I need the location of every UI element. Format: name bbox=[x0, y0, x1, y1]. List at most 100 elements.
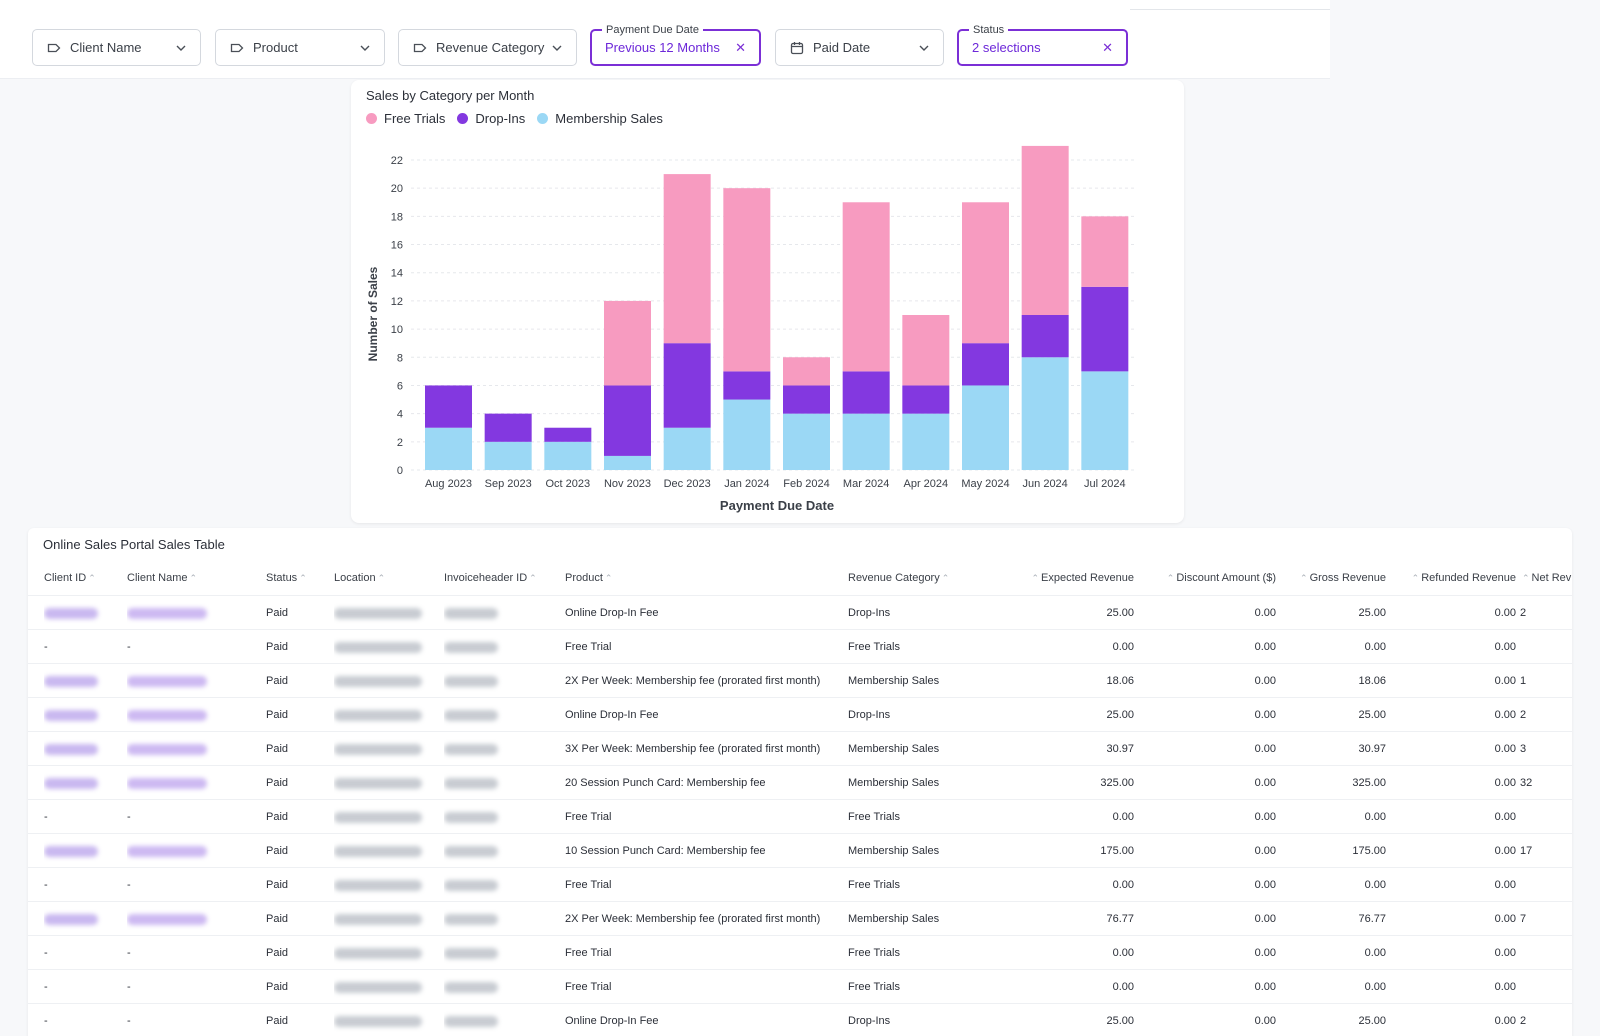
cell-gross: 18.06 bbox=[1358, 675, 1386, 687]
bar-membership-sales-jun-2024[interactable] bbox=[1021, 357, 1069, 470]
x-tick-label: Nov 2023 bbox=[604, 478, 651, 490]
bar-free-trials-mar-2024[interactable] bbox=[842, 202, 890, 372]
bar-membership-sales-apr-2024[interactable] bbox=[902, 413, 950, 470]
bar-membership-sales-mar-2024[interactable] bbox=[842, 413, 890, 470]
table-row[interactable]: - - Paid Online Drop-In Fee Drop-Ins 25.00 0.0… bbox=[28, 1003, 1572, 1036]
table-row[interactable]: - - Paid Free Trial Free Trials 0.00 0.00 0.00 0… bbox=[28, 867, 1572, 901]
table-row[interactable]: - - Paid Free Trial Free Trials 0.00 0.00 0.00 0… bbox=[28, 969, 1572, 1003]
bar-drop-ins-feb-2024[interactable] bbox=[783, 385, 830, 414]
sort-arrow-icon[interactable]: ⌃ bbox=[1411, 573, 1420, 583]
table-row[interactable]: Paid 2X Per Week: Membership fee (prorate… bbox=[28, 901, 1572, 935]
bar-free-trials-dec-2023[interactable] bbox=[663, 174, 711, 344]
column-header-client_name[interactable]: Client Name ⌃ bbox=[127, 561, 257, 595]
table-row[interactable]: - - Paid Free Trial Free Trials 0.00 0.00 0.00 0… bbox=[28, 799, 1572, 833]
cell-refunded: 0.00 bbox=[1494, 641, 1516, 653]
bar-free-trials-nov-2023[interactable] bbox=[604, 300, 651, 386]
cell-invoice bbox=[444, 936, 544, 970]
table-row[interactable]: Paid Online Drop-In Fee Drop-Ins 25.00 0.00 2… bbox=[28, 697, 1572, 731]
column-header-refunded[interactable]: ⌃ Refunded Revenue bbox=[1388, 561, 1516, 595]
bar-free-trials-apr-2024[interactable] bbox=[902, 315, 950, 386]
table-row[interactable]: Paid 2X Per Week: Membership fee (prorate… bbox=[28, 663, 1572, 697]
bar-free-trials-feb-2024[interactable] bbox=[783, 357, 830, 386]
column-header-discount[interactable]: ⌃ Discount Amount ($) bbox=[1138, 561, 1276, 595]
column-header-product[interactable]: Product ⌃ bbox=[565, 561, 845, 595]
bar-membership-sales-jan-2024[interactable] bbox=[723, 399, 771, 470]
bar-drop-ins-may-2024[interactable] bbox=[962, 343, 1009, 386]
bar-free-trials-jun-2024[interactable] bbox=[1021, 145, 1069, 315]
bar-drop-ins-sep-2023[interactable] bbox=[484, 413, 532, 442]
payment-due-date-filter[interactable]: Payment Due Date Previous 12 Months ✕ bbox=[590, 22, 761, 66]
legend-item-free-trials[interactable]: Free Trials bbox=[366, 111, 445, 126]
column-header-expected[interactable]: ⌃ Expected Revenue bbox=[968, 561, 1135, 595]
bar-membership-sales-feb-2024[interactable] bbox=[783, 413, 830, 470]
bar-drop-ins-mar-2024[interactable] bbox=[842, 371, 890, 414]
column-header-net[interactable]: ⌃ Net Rev bbox=[1520, 561, 1572, 595]
sort-arrow-icon[interactable]: ⌃ bbox=[1300, 573, 1308, 583]
bar-drop-ins-jun-2024[interactable] bbox=[1021, 315, 1069, 358]
sort-arrow-icon[interactable]: ⌃ bbox=[189, 573, 198, 583]
table-row[interactable]: Paid 10 Session Punch Card: Membership fe… bbox=[28, 833, 1572, 867]
legend-item-membership-sales[interactable]: Membership Sales bbox=[537, 111, 663, 126]
sort-arrow-icon[interactable]: ⌃ bbox=[1031, 573, 1040, 583]
sort-arrow-icon[interactable]: ⌃ bbox=[604, 573, 613, 583]
redacted-client-id bbox=[44, 845, 98, 857]
cell-net bbox=[1520, 936, 1572, 970]
cell-discount: 0.00 bbox=[1254, 641, 1276, 653]
column-header-status[interactable]: Status ⌃ bbox=[266, 561, 326, 595]
bar-drop-ins-aug-2023[interactable] bbox=[425, 385, 472, 428]
bar-membership-sales-oct-2023[interactable] bbox=[544, 441, 592, 470]
bar-drop-ins-dec-2023[interactable] bbox=[663, 343, 711, 428]
bar-drop-ins-jan-2024[interactable] bbox=[723, 371, 771, 400]
bar-free-trials-may-2024[interactable] bbox=[962, 202, 1009, 344]
sort-arrow-icon[interactable]: ⌃ bbox=[1166, 573, 1175, 583]
bar-drop-ins-oct-2023[interactable] bbox=[544, 427, 592, 442]
cell-client_id: - bbox=[44, 641, 48, 653]
bar-membership-sales-sep-2023[interactable] bbox=[484, 441, 532, 470]
bar-membership-sales-aug-2023[interactable] bbox=[425, 427, 472, 470]
sort-arrow-icon[interactable]: ⌃ bbox=[941, 573, 950, 583]
product-filter[interactable]: Product bbox=[215, 29, 385, 66]
bar-membership-sales-may-2024[interactable] bbox=[962, 385, 1009, 470]
bar-membership-sales-jul-2024[interactable] bbox=[1081, 371, 1129, 470]
redacted-invoice-id bbox=[444, 1015, 498, 1027]
redacted-invoice-id bbox=[444, 641, 498, 653]
cell-client_id bbox=[44, 664, 124, 698]
bar-membership-sales-nov-2023[interactable] bbox=[604, 455, 651, 470]
column-header-invoice[interactable]: Invoiceheader ID ⌃ bbox=[444, 561, 544, 595]
cell-expected: 325.00 bbox=[1100, 777, 1134, 789]
cell-discount: 0.00 bbox=[1254, 811, 1276, 823]
sort-arrow-icon[interactable]: ⌃ bbox=[529, 573, 537, 583]
paid-date-filter[interactable]: Paid Date bbox=[775, 29, 944, 66]
cell-client_name: - bbox=[127, 879, 131, 891]
bar-drop-ins-jul-2024[interactable] bbox=[1081, 286, 1129, 372]
table-row[interactable]: Paid 20 Session Punch Card: Membership fe… bbox=[28, 765, 1572, 799]
status-filter[interactable]: Status 2 selections ✕ bbox=[957, 22, 1128, 66]
cell-expected: 30.97 bbox=[1106, 743, 1134, 755]
table-row[interactable]: Paid 3X Per Week: Membership fee (prorate… bbox=[28, 731, 1572, 765]
clear-filter-icon[interactable]: ✕ bbox=[735, 39, 746, 55]
sort-arrow-icon[interactable]: ⌃ bbox=[88, 573, 96, 583]
legend-item-drop-ins[interactable]: Drop-Ins bbox=[457, 111, 525, 126]
column-header-category[interactable]: Revenue Category ⌃ bbox=[848, 561, 968, 595]
sort-arrow-icon[interactable]: ⌃ bbox=[299, 573, 307, 583]
cell-expected: 25.00 bbox=[1106, 709, 1134, 721]
column-header-client_id[interactable]: Client ID ⌃ bbox=[44, 561, 124, 595]
cell-discount: 0.00 bbox=[1254, 879, 1276, 891]
bar-drop-ins-apr-2024[interactable] bbox=[902, 385, 950, 414]
clear-filter-icon[interactable]: ✕ bbox=[1102, 39, 1113, 55]
column-header-gross[interactable]: ⌃ Gross Revenue bbox=[1278, 561, 1386, 595]
bar-free-trials-jan-2024[interactable] bbox=[723, 188, 771, 372]
sort-arrow-icon[interactable]: ⌃ bbox=[377, 573, 386, 583]
table-row[interactable]: - - Paid Free Trial Free Trials 0.00 0.00 0.00 0… bbox=[28, 935, 1572, 969]
filter-label: Revenue Category bbox=[436, 40, 545, 55]
table-row[interactable]: - - Paid Free Trial Free Trials 0.00 0.00 0.00 0… bbox=[28, 629, 1572, 663]
sort-arrow-icon[interactable]: ⌃ bbox=[1522, 573, 1530, 583]
table-row[interactable]: Paid Online Drop-In Fee Drop-Ins 25.00 0.00 2… bbox=[28, 595, 1572, 629]
client-name-filter[interactable]: Client Name bbox=[32, 29, 201, 66]
column-header-location[interactable]: Location ⌃ bbox=[334, 561, 434, 595]
bar-membership-sales-dec-2023[interactable] bbox=[663, 427, 711, 470]
revenue-category-filter[interactable]: Revenue Category bbox=[398, 29, 577, 66]
bar-free-trials-jul-2024[interactable] bbox=[1081, 216, 1129, 287]
bar-drop-ins-nov-2023[interactable] bbox=[604, 385, 651, 456]
chevron-down-icon bbox=[176, 45, 186, 51]
